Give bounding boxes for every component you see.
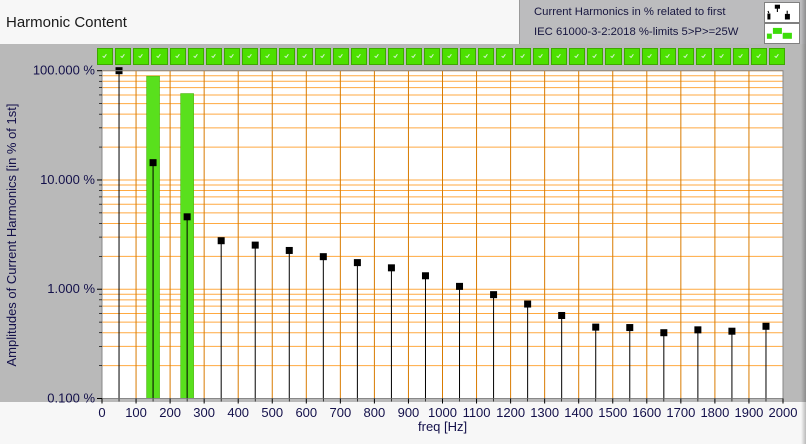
svg-text:10.000 %: 10.000 % xyxy=(40,172,95,187)
svg-text:1500: 1500 xyxy=(598,405,627,420)
svg-text:400: 400 xyxy=(227,405,249,420)
svg-text:2000: 2000 xyxy=(769,405,798,420)
svg-text:freq [Hz]: freq [Hz] xyxy=(418,419,467,434)
svg-text:1400: 1400 xyxy=(564,405,593,420)
svg-text:1600: 1600 xyxy=(632,405,661,420)
svg-text:1700: 1700 xyxy=(666,405,695,420)
svg-text:600: 600 xyxy=(295,405,317,420)
svg-text:1300: 1300 xyxy=(530,405,559,420)
svg-text:900: 900 xyxy=(398,405,420,420)
svg-text:1200: 1200 xyxy=(496,405,525,420)
svg-text:700: 700 xyxy=(329,405,351,420)
svg-text:1900: 1900 xyxy=(734,405,763,420)
svg-text:1000: 1000 xyxy=(428,405,457,420)
svg-text:100.000 %: 100.000 % xyxy=(33,63,96,78)
svg-text:1800: 1800 xyxy=(700,405,729,420)
svg-text:300: 300 xyxy=(193,405,215,420)
svg-text:0: 0 xyxy=(98,405,105,420)
svg-text:0.100 %: 0.100 % xyxy=(47,391,95,406)
svg-text:100: 100 xyxy=(125,405,147,420)
svg-text:1.000 %: 1.000 % xyxy=(47,281,95,296)
svg-text:Amplitudes of Current Harmonic: Amplitudes of Current Harmonics [in % of… xyxy=(4,104,19,367)
svg-text:200: 200 xyxy=(159,405,181,420)
svg-text:800: 800 xyxy=(364,405,386,420)
svg-text:500: 500 xyxy=(261,405,283,420)
svg-text:1100: 1100 xyxy=(463,405,491,420)
